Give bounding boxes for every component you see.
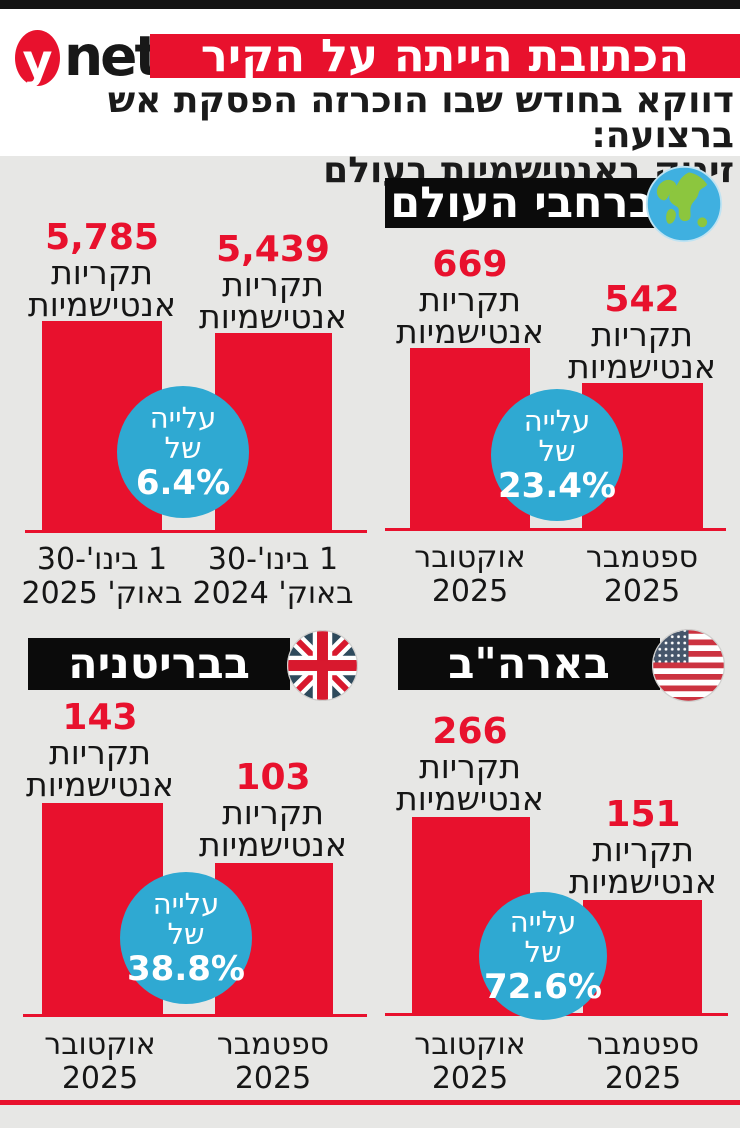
period-label: 1 בינו'-30 באוק' 2024 <box>163 543 383 611</box>
bar-value: 266 <box>432 711 508 752</box>
bar-unit-line2: אנטישמיות <box>569 862 717 901</box>
period-label: 1 בינו'-30 באוק' 2025 <box>0 543 212 611</box>
increase-badge: עלייה של 38.8% <box>120 872 252 1004</box>
globe-icon <box>645 165 723 243</box>
increase-word-2: של <box>538 433 576 468</box>
period-line2: 2025 <box>234 1061 312 1096</box>
period-label: אוקטובר 2025 <box>0 1028 210 1096</box>
axis-baseline <box>385 528 726 531</box>
value-block: 103 תקריות אנטישמיות <box>163 757 383 864</box>
ynet-logo-y: y <box>22 34 53 88</box>
increase-word-2: של <box>164 430 202 465</box>
period-label: אוקטובר 2025 <box>360 1028 580 1096</box>
bar-unit-line2: אנטישמיות <box>199 297 347 336</box>
value-block: 5,785 תקריות אנטישמיות <box>0 217 212 324</box>
bar-value: 103 <box>235 757 311 798</box>
period-line1: אוקטובר <box>44 1027 156 1062</box>
period-line1: ספטמבר <box>586 1027 700 1062</box>
uk-flag-icon <box>286 629 359 702</box>
period-line1: 1 בינו'-30 <box>36 542 168 577</box>
section-banner-uk: בבריטניה <box>28 638 290 690</box>
increase-percent: 23.4% <box>498 465 616 506</box>
bar-unit-line2: אנטישמיות <box>199 825 347 864</box>
increase-percent: 38.8% <box>127 948 245 989</box>
period-line2: באוק' 2024 <box>192 576 354 611</box>
section-title-us: בארה"ב <box>448 639 610 689</box>
increase-badge: עלייה של 6.4% <box>117 386 249 518</box>
bar-value: 5,439 <box>216 229 330 270</box>
period-line2: 2025 <box>603 574 681 609</box>
value-block: 542 תקריות אנטישמיות <box>532 279 740 386</box>
increase-badge: עלייה של 23.4% <box>491 389 623 521</box>
bar-unit-line2: אנטישמיות <box>396 779 544 818</box>
period-line1: אוקטובר <box>414 540 526 575</box>
increase-word-1: עלייה <box>509 904 577 939</box>
increase-word-1: עלייה <box>149 400 217 435</box>
top-black-bar <box>0 0 740 9</box>
period-line1: ספטמבר <box>216 1027 330 1062</box>
period-line1: 1 בינו'-30 <box>207 542 339 577</box>
ynet-logo-icon: y <box>15 30 60 86</box>
value-block: 151 תקריות אנטישמיות <box>533 794 740 901</box>
period-line2: 2025 <box>61 1061 139 1096</box>
value-block: 5,439 תקריות אנטישמיות <box>163 229 383 336</box>
bar-value: 151 <box>605 794 681 835</box>
ynet-logo-net: net <box>64 24 161 88</box>
increase-badge: עלייה של 72.6% <box>479 892 607 1020</box>
bar-unit-line2: אנטישמיות <box>26 765 174 804</box>
value-block: 143 תקריות אנטישמיות <box>0 697 210 804</box>
increase-percent: 6.4% <box>135 462 231 503</box>
main-title-banner: הכתובת הייתה על הקיר <box>150 29 740 82</box>
increase-word-1: עלייה <box>523 403 591 438</box>
bar-unit-line2: אנטישמיות <box>396 312 544 351</box>
section-title-uk: בבריטניה <box>68 639 250 689</box>
subtitle-line-1: דווקא בחודש שבו הוכרזה הפסקת אש ברצועה: <box>107 80 734 156</box>
bar-unit-line1: תקריות <box>419 280 521 319</box>
value-block: 669 תקריות אנטישמיות <box>360 244 580 351</box>
period-line1: ספטמבר <box>585 540 699 575</box>
bottom-red-rule <box>0 1100 740 1105</box>
bar-unit-line1: תקריות <box>51 253 153 292</box>
section-banner-world: ברחבי העולם <box>385 178 660 228</box>
section-banner-us: בארה"ב <box>398 638 660 690</box>
bar-value: 542 <box>604 279 680 320</box>
bar-unit-line1: תקריות <box>222 793 324 832</box>
bar-value: 143 <box>62 697 138 738</box>
value-block: 266 תקריות אנטישמיות <box>360 711 580 818</box>
bar-value: 669 <box>432 244 508 285</box>
bar-unit-line2: אנטישמיות <box>28 285 176 324</box>
increase-percent: 72.6% <box>484 966 602 1007</box>
increase-word-2: של <box>167 916 205 951</box>
bar-unit-line1: תקריות <box>49 733 151 772</box>
section-title-world: ברחבי העולם <box>390 178 655 228</box>
axis-baseline <box>23 1014 367 1017</box>
period-line2: באוק' 2025 <box>21 576 183 611</box>
increase-word-1: עלייה <box>152 886 220 921</box>
us-flag-icon <box>651 628 726 703</box>
axis-baseline <box>25 530 367 533</box>
period-line2: 2025 <box>604 1061 682 1096</box>
period-line1: אוקטובר <box>414 1027 526 1062</box>
increase-word-2: של <box>524 934 562 969</box>
bar-unit-line1: תקריות <box>591 315 693 354</box>
bar-unit-line2: אנטישמיות <box>568 347 716 386</box>
period-line2: 2025 <box>431 574 509 609</box>
period-label: ספטמבר 2025 <box>532 541 740 609</box>
header-background <box>0 9 740 156</box>
period-label: אוקטובר 2025 <box>360 541 580 609</box>
period-label: ספטמבר 2025 <box>533 1028 740 1096</box>
bar-unit-line1: תקריות <box>419 747 521 786</box>
subtitle: דווקא בחודש שבו הוכרזה הפסקת אש ברצועה: … <box>6 80 734 189</box>
bar-unit-line1: תקריות <box>592 830 694 869</box>
bar-value: 5,785 <box>45 217 159 258</box>
bar-unit-line1: תקריות <box>222 265 324 304</box>
period-label: ספטמבר 2025 <box>163 1028 383 1096</box>
main-title: הכתובת הייתה על הקיר <box>200 29 690 82</box>
period-line2: 2025 <box>431 1061 509 1096</box>
